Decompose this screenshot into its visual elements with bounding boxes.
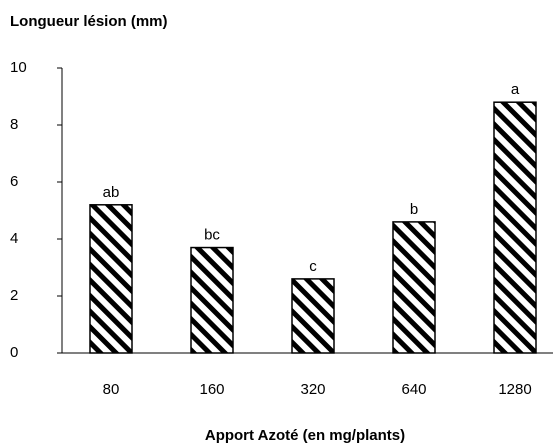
bar [291, 278, 335, 354]
x-tick-label: 160 [199, 381, 224, 398]
annotation: b [410, 201, 418, 218]
x-tick-label: 1280 [498, 381, 531, 398]
y-tick-label: 0 [10, 344, 18, 361]
x-tick-label: 80 [103, 381, 120, 398]
x-axis-label: Apport Azoté (en mg/plants) [205, 427, 405, 444]
x-tick-label: 320 [300, 381, 325, 398]
y-tick-label: 4 [10, 230, 18, 247]
y-tick-label: 2 [10, 287, 18, 304]
bar [392, 221, 436, 354]
chart-title: Longueur lésion (mm) [10, 13, 168, 30]
y-tick-label: 6 [10, 173, 18, 190]
annotation: a [511, 81, 520, 98]
y-tick-label: 10 [10, 59, 27, 76]
bar [493, 101, 537, 354]
y-tick-label: 8 [10, 116, 18, 133]
bar [89, 204, 133, 354]
bar [190, 246, 234, 354]
annotation: ab [103, 184, 120, 201]
annotation: bc [204, 227, 220, 244]
annotation: c [309, 258, 317, 275]
x-tick-label: 640 [401, 381, 426, 398]
